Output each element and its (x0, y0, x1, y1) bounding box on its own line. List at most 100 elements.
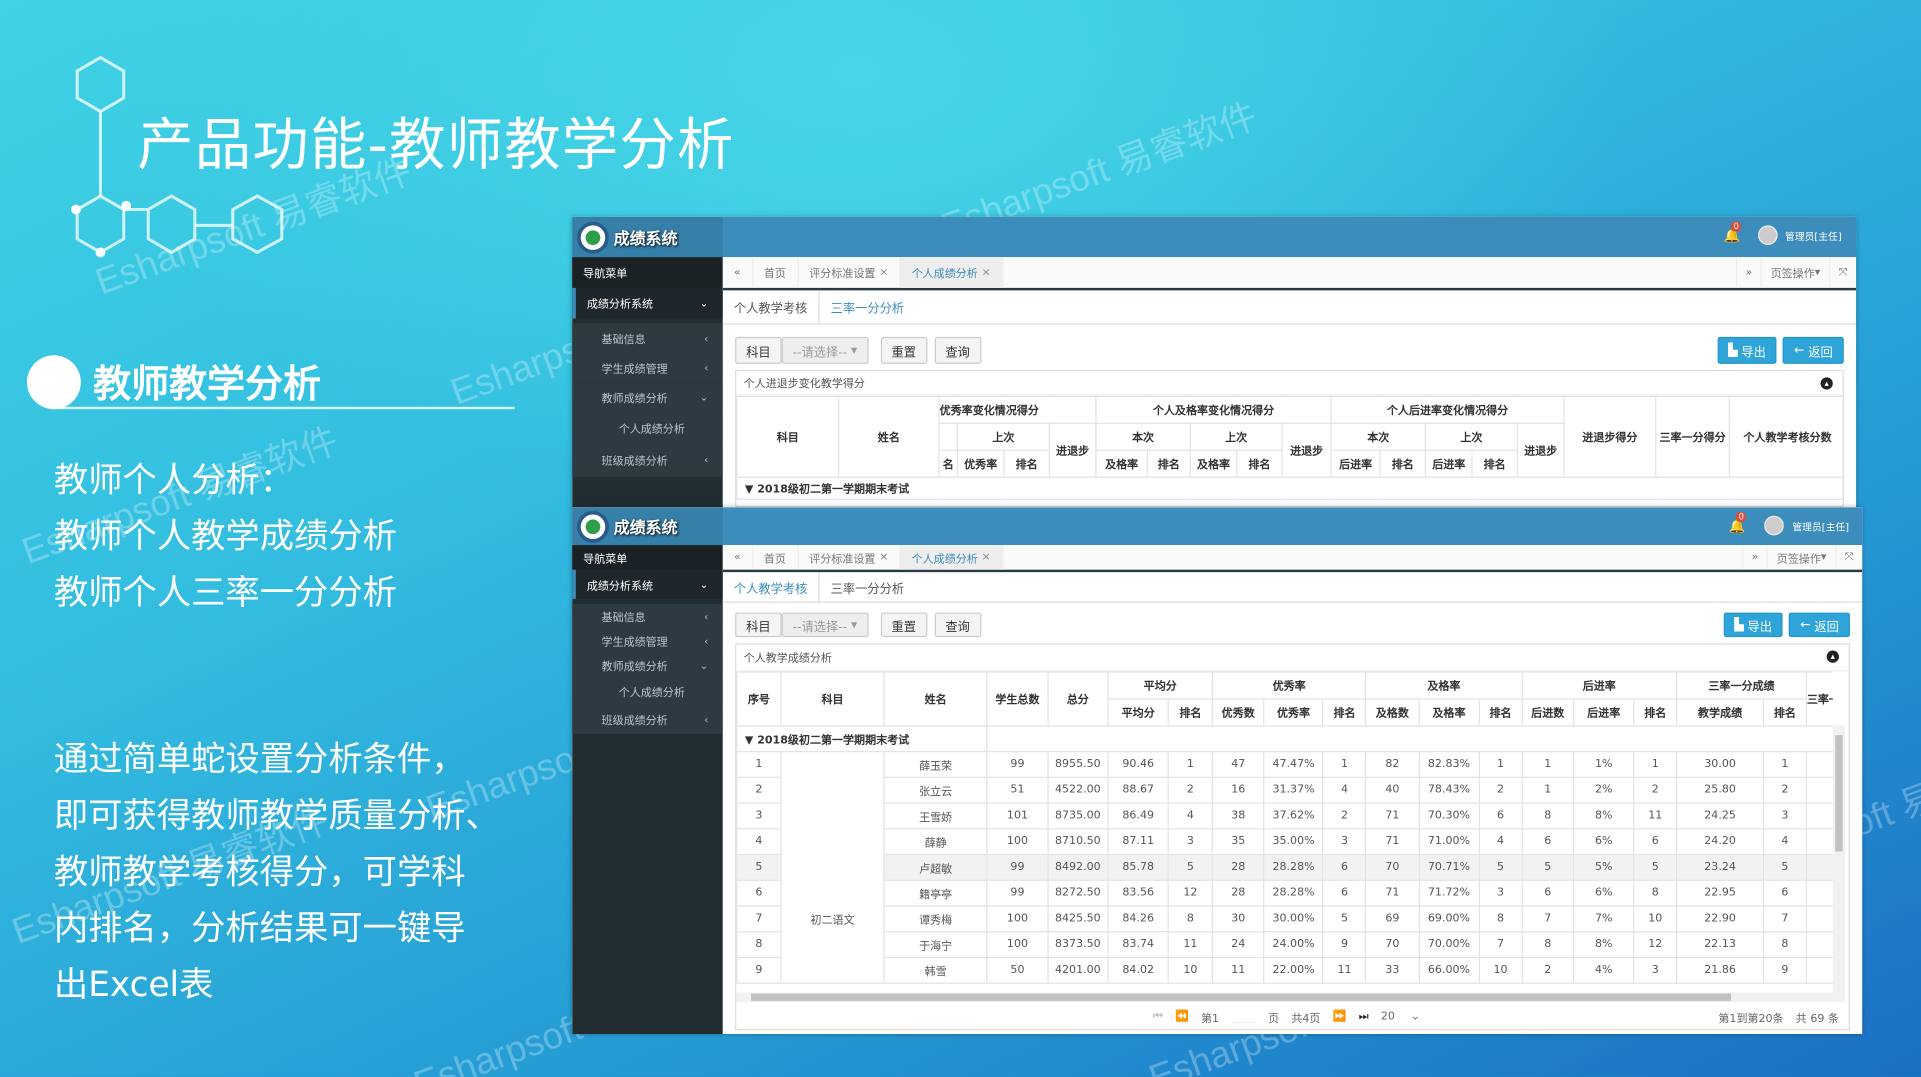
tab-score-standard[interactable]: 评分标准设置 × (798, 257, 901, 288)
table-row[interactable]: 5 卢超敏 99 8492.00 85.78 5 28 28.28% 6 70 70.71% 5 5 5%… (736, 853, 1833, 881)
student-count: 99 (986, 879, 1049, 907)
tab-personal-analysis[interactable]: 个人成绩分析 × (900, 545, 1003, 570)
average-score: 87.11 (1107, 828, 1170, 856)
subtab-assessment[interactable]: 个人教学考核 (723, 290, 820, 324)
prev-page-icon[interactable]: ⏪ (1175, 1010, 1189, 1023)
scroll-left-icon[interactable]: « (723, 545, 753, 570)
behind-count: 8 (1521, 802, 1575, 830)
tab-personal-analysis[interactable]: 个人成绩分析 × (900, 257, 1003, 288)
collapse-icon[interactable]: ▴ (1826, 650, 1839, 663)
scroll-left-icon[interactable]: « (723, 257, 753, 288)
fullscreen-icon[interactable]: ⤧ (1834, 545, 1862, 570)
bell-icon[interactable]: 🔔 0 (1728, 512, 1747, 535)
close-icon[interactable]: × (981, 551, 991, 564)
close-icon[interactable]: × (879, 551, 889, 564)
tab-operations-dropdown[interactable]: 页签操作 ▾ (1760, 257, 1829, 288)
three-one-cell (1805, 879, 1833, 907)
avatar[interactable] (1758, 225, 1778, 246)
sidebar-item-teacher-analysis[interactable]: 教师成绩分析 ⌄ (572, 382, 723, 412)
average-score: 88.67 (1107, 776, 1170, 804)
sidebar-item-basic-info[interactable]: 基础信息 ‹ (572, 323, 723, 353)
label: 个人成绩分析 (618, 687, 685, 700)
sidebar-item-student-scores[interactable]: 学生成绩管理 ‹ (572, 352, 723, 383)
export-button[interactable]: ▙ 导出 (1717, 336, 1777, 364)
back-button[interactable]: ← 返回 (1783, 336, 1844, 364)
table-row[interactable]: 1 初二语文 薛玉荣 99 8955.50 90.46 1 47 47.47% 1 82 82.83%… (736, 751, 1833, 984)
teacher-name: 薛静 (883, 828, 988, 856)
app-logo[interactable]: 成绩系统 (572, 507, 723, 546)
fullscreen-icon[interactable]: ⤧ (1828, 257, 1856, 288)
sidebar-item-teacher-analysis[interactable]: 教师成绩分析 ⌄ (572, 652, 723, 678)
table-row[interactable]: 3 王雪娇 101 8735.00 86.49 4 38 37.62% 2 71 70.30% 6 8 8… (736, 802, 1833, 830)
avatar[interactable] (1764, 515, 1784, 536)
subtab-three-rate[interactable]: 三率一分分析 (830, 582, 905, 597)
reset-button[interactable]: 重置 (880, 612, 927, 638)
arrow-left-icon: ← (1794, 343, 1805, 358)
table-row[interactable]: 6 籍亭亭 99 8272.50 83.56 12 28 28.28% 6 71 71.72% 3 6 6… (736, 879, 1833, 907)
pass-rate: 71.00% (1418, 828, 1480, 856)
panel-title: 个人进退步变化教学得分 (743, 378, 865, 391)
table-row[interactable]: 4 薛静 100 8710.50 87.11 3 35 35.00% 3 71 71.00% 4 6 6%… (736, 828, 1833, 856)
query-button[interactable]: 查询 (934, 612, 981, 638)
group-row[interactable]: ▼ 2018级初二第一学期期末考试 (736, 725, 988, 753)
excellent-rate: 37.62% (1263, 802, 1324, 830)
teacher-name: 于海宁 (883, 931, 988, 959)
total-score: 8710.50 (1047, 828, 1109, 856)
sidebar-item-score-analysis[interactable]: 成绩分析系统 ⌄ (572, 287, 723, 319)
col-pass-rate: 及格率 (1189, 449, 1238, 478)
sidebar-item-student-scores[interactable]: 学生成绩管理 ‹ (572, 628, 723, 653)
query-button[interactable]: 查询 (934, 336, 981, 364)
subject-select[interactable]: --请选择-- ▾ (781, 336, 869, 364)
first-page-icon[interactable]: ⏮ (1152, 1010, 1163, 1023)
pass-rate: 71.72% (1418, 879, 1480, 907)
scroll-right-icon[interactable]: » (1735, 257, 1761, 288)
row-no: 6 (736, 879, 782, 907)
tab-home[interactable]: 首页 (753, 257, 799, 288)
progress-table: 科目 姓名 优秀率变化情况得分 个人及格率变化情况得分 个人后进率变化情况得分 … (736, 395, 1843, 500)
description-text: 通过简单蛇设置分析条件， (53, 738, 466, 780)
table-row[interactable]: 9 韩雪 50 4201.00 84.02 10 11 22.00% 11 33 66.00% 10 2… (736, 956, 1833, 984)
tab-operations-dropdown[interactable]: 页签操作 ▾ (1766, 545, 1835, 570)
col-group-behind: 个人后进率变化情况得分 (1330, 395, 1565, 424)
bell-icon[interactable]: 🔔 0 (1723, 221, 1742, 244)
table-row[interactable]: 7 谭秀梅 100 8425.50 84.26 8 30 30.00% 5 69 69.00% 8 7 7… (736, 905, 1833, 933)
label: 评分标准设置 (809, 268, 876, 281)
sidebar-item-score-analysis[interactable]: 成绩分析系统 ⌄ (572, 569, 723, 600)
sidebar-item-class-analysis[interactable]: 班级成绩分析 ‹ (572, 443, 723, 477)
sidebar-item-class-analysis[interactable]: 班级成绩分析 ‹ (572, 705, 723, 734)
back-button[interactable]: ← 返回 (1789, 612, 1850, 638)
col-rank: 排名 (1762, 698, 1807, 727)
horizontal-scrollbar[interactable] (736, 992, 1846, 1003)
reset-button[interactable]: 重置 (880, 336, 927, 364)
tab-score-standard[interactable]: 评分标准设置 × (798, 545, 901, 570)
behind-rank: 12 (1633, 931, 1678, 959)
subject-select[interactable]: --请选择-- ▾ (781, 612, 869, 638)
subtab-assessment[interactable]: 个人教学考核 (723, 572, 820, 602)
table-row[interactable]: 2 张立云 51 4522.00 88.67 2 16 31.37% 4 40 78.43% 2 1 2%… (736, 776, 1833, 804)
label: 返回 (1808, 346, 1833, 360)
export-button[interactable]: ▙ 导出 (1723, 612, 1784, 638)
sidebar-item-personal-analysis[interactable]: 个人成绩分析 (572, 677, 723, 706)
vertical-scrollbar[interactable] (1832, 725, 1846, 993)
sidebar-item-basic-info[interactable]: 基础信息 ‹ (572, 603, 723, 629)
page-size-select[interactable]: 20 ⌄ (1380, 1010, 1420, 1023)
table-row[interactable]: 8 于海宁 100 8373.50 83.74 11 24 24.00% 9 70 70.00% 7 8… (736, 931, 1833, 959)
user-menu[interactable]: 管理员[主任] (1785, 231, 1842, 243)
subtab-three-rate[interactable]: 三率一分分析 (830, 302, 905, 317)
close-icon[interactable]: × (981, 266, 991, 279)
total-score: 8955.50 (1047, 751, 1109, 778)
user-menu[interactable]: 管理员[主任] (1792, 521, 1850, 533)
tab-home[interactable]: 首页 (753, 545, 799, 570)
app-logo[interactable]: 成绩系统 (572, 216, 723, 258)
behind-rate: 8% (1572, 802, 1635, 830)
last-page-icon[interactable]: ⏭ (1358, 1010, 1369, 1023)
scroll-right-icon[interactable]: » (1741, 545, 1767, 570)
collapse-icon[interactable]: ▴ (1820, 377, 1833, 390)
group-row[interactable]: ▼ 2018级初二第一学期期末考试 (736, 476, 1843, 500)
sidebar-item-personal-analysis[interactable]: 个人成绩分析 (572, 411, 723, 444)
col-behind-rate: 后进率 (1424, 449, 1473, 478)
page-input[interactable] (1231, 1011, 1256, 1023)
close-icon[interactable]: × (879, 266, 889, 279)
next-page-icon[interactable]: ⏩ (1332, 1010, 1347, 1023)
average-score: 90.46 (1107, 751, 1170, 778)
